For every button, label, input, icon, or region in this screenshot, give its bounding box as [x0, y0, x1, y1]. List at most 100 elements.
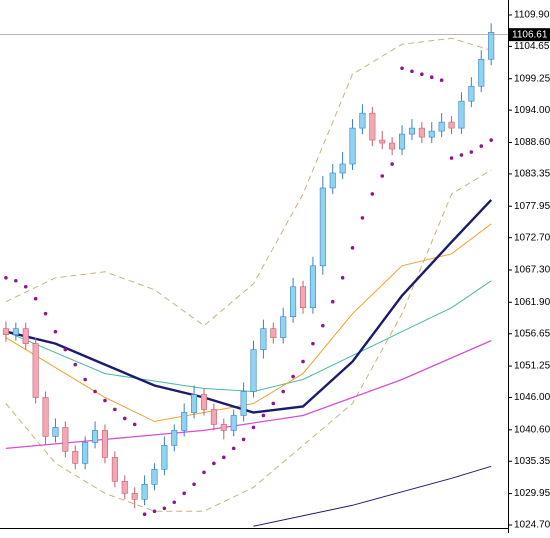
candle-body [260, 328, 267, 350]
indicator-line [5, 340, 492, 450]
sar-dot [370, 192, 375, 196]
indicator-line [253, 465, 492, 527]
y-tick-label: 1099.25 [514, 73, 550, 84]
candle-body [181, 412, 188, 431]
candle-body [458, 100, 465, 129]
candle-body [62, 427, 69, 452]
candle-body [339, 163, 346, 174]
y-tick-label: 1072.70 [514, 232, 550, 243]
candle-body [359, 112, 366, 129]
candle-body [2, 328, 9, 335]
candle-body [349, 127, 356, 165]
indicator-line [5, 199, 493, 414]
sar-dot [113, 407, 117, 412]
sar-dot [380, 174, 385, 178]
y-tick-label: 1051.25 [514, 361, 550, 372]
candle-body [22, 328, 29, 344]
sar-dot [53, 329, 58, 334]
sar-dot [301, 359, 305, 364]
candle-body [151, 469, 158, 485]
sar-dot [281, 389, 286, 394]
y-tick-label: 1024.70 [514, 520, 550, 531]
sar-dot [4, 275, 8, 280]
sar-dot [311, 341, 315, 346]
candle-body [220, 424, 227, 431]
candle-body [280, 316, 287, 338]
candle-body [141, 483, 148, 500]
candle-body [448, 121, 455, 129]
candle-body [329, 172, 336, 189]
sar-dot [439, 78, 444, 83]
y-tick-label: 1088.60 [514, 137, 550, 148]
sar-dot [420, 72, 424, 77]
candle-body [299, 286, 307, 309]
sar-dot [449, 156, 454, 160]
candle-body [309, 265, 316, 309]
sar-dot [172, 500, 177, 505]
sar-dot [390, 162, 394, 166]
sar-dot [479, 144, 484, 148]
sar-dot [122, 416, 127, 421]
y-tick-label: 1061.90 [514, 297, 550, 308]
candle-body [32, 343, 39, 398]
sar-dot [469, 150, 474, 154]
candle-body [408, 127, 415, 135]
sar-dot [23, 284, 28, 289]
candle-body [121, 481, 128, 494]
current-price-label: 1106.61 [512, 29, 548, 40]
sar-dot [459, 153, 464, 157]
candle-body [270, 328, 277, 338]
sar-dot [330, 299, 335, 304]
candle-body [438, 121, 445, 132]
candle-body [369, 112, 376, 141]
sar-dot [321, 323, 325, 328]
y-tick-label: 1040.60 [514, 424, 550, 435]
candle-body [200, 394, 208, 410]
sar-dot [33, 296, 38, 301]
sar-dot [212, 461, 216, 466]
candle-body [389, 142, 396, 150]
candle-body [478, 58, 485, 87]
candle-body [230, 415, 237, 431]
candle-body [210, 409, 217, 425]
candle-body [52, 427, 59, 437]
sar-dot [221, 455, 226, 460]
y-tick-label: 1029.95 [514, 488, 550, 499]
candle-body [468, 85, 475, 102]
candle-body [290, 286, 297, 317]
sar-dot [152, 509, 157, 514]
sar-dot [261, 413, 266, 418]
sar-dot [360, 216, 365, 220]
candle-body [379, 139, 386, 144]
sar-dot [192, 482, 196, 487]
candle-body [240, 391, 247, 416]
sar-dot [93, 389, 97, 394]
candle-body [92, 430, 99, 443]
y-tick-label: 1067.30 [514, 265, 550, 276]
sar-dot [410, 69, 414, 74]
sar-dot [241, 437, 246, 442]
sar-dot [400, 66, 404, 71]
candle-body [111, 457, 118, 482]
sar-dot [14, 278, 18, 283]
sar-dot [340, 275, 345, 280]
candle-body [399, 133, 406, 150]
candle-body [101, 430, 108, 458]
candle-body [319, 187, 326, 267]
indicator-line [5, 169, 492, 512]
sar-dot [43, 311, 48, 316]
candle-body [82, 442, 89, 464]
candle-body [171, 430, 178, 446]
sar-dot [202, 470, 206, 475]
sar-dot [132, 422, 137, 427]
candle-body [428, 130, 435, 138]
sar-dot [251, 425, 256, 430]
sar-dot [291, 374, 295, 379]
sar-dot [231, 446, 236, 451]
candle-body [161, 445, 168, 470]
candle-body [131, 492, 138, 500]
y-tick-label: 1104.65 [514, 41, 550, 52]
current-price-box [509, 28, 550, 42]
